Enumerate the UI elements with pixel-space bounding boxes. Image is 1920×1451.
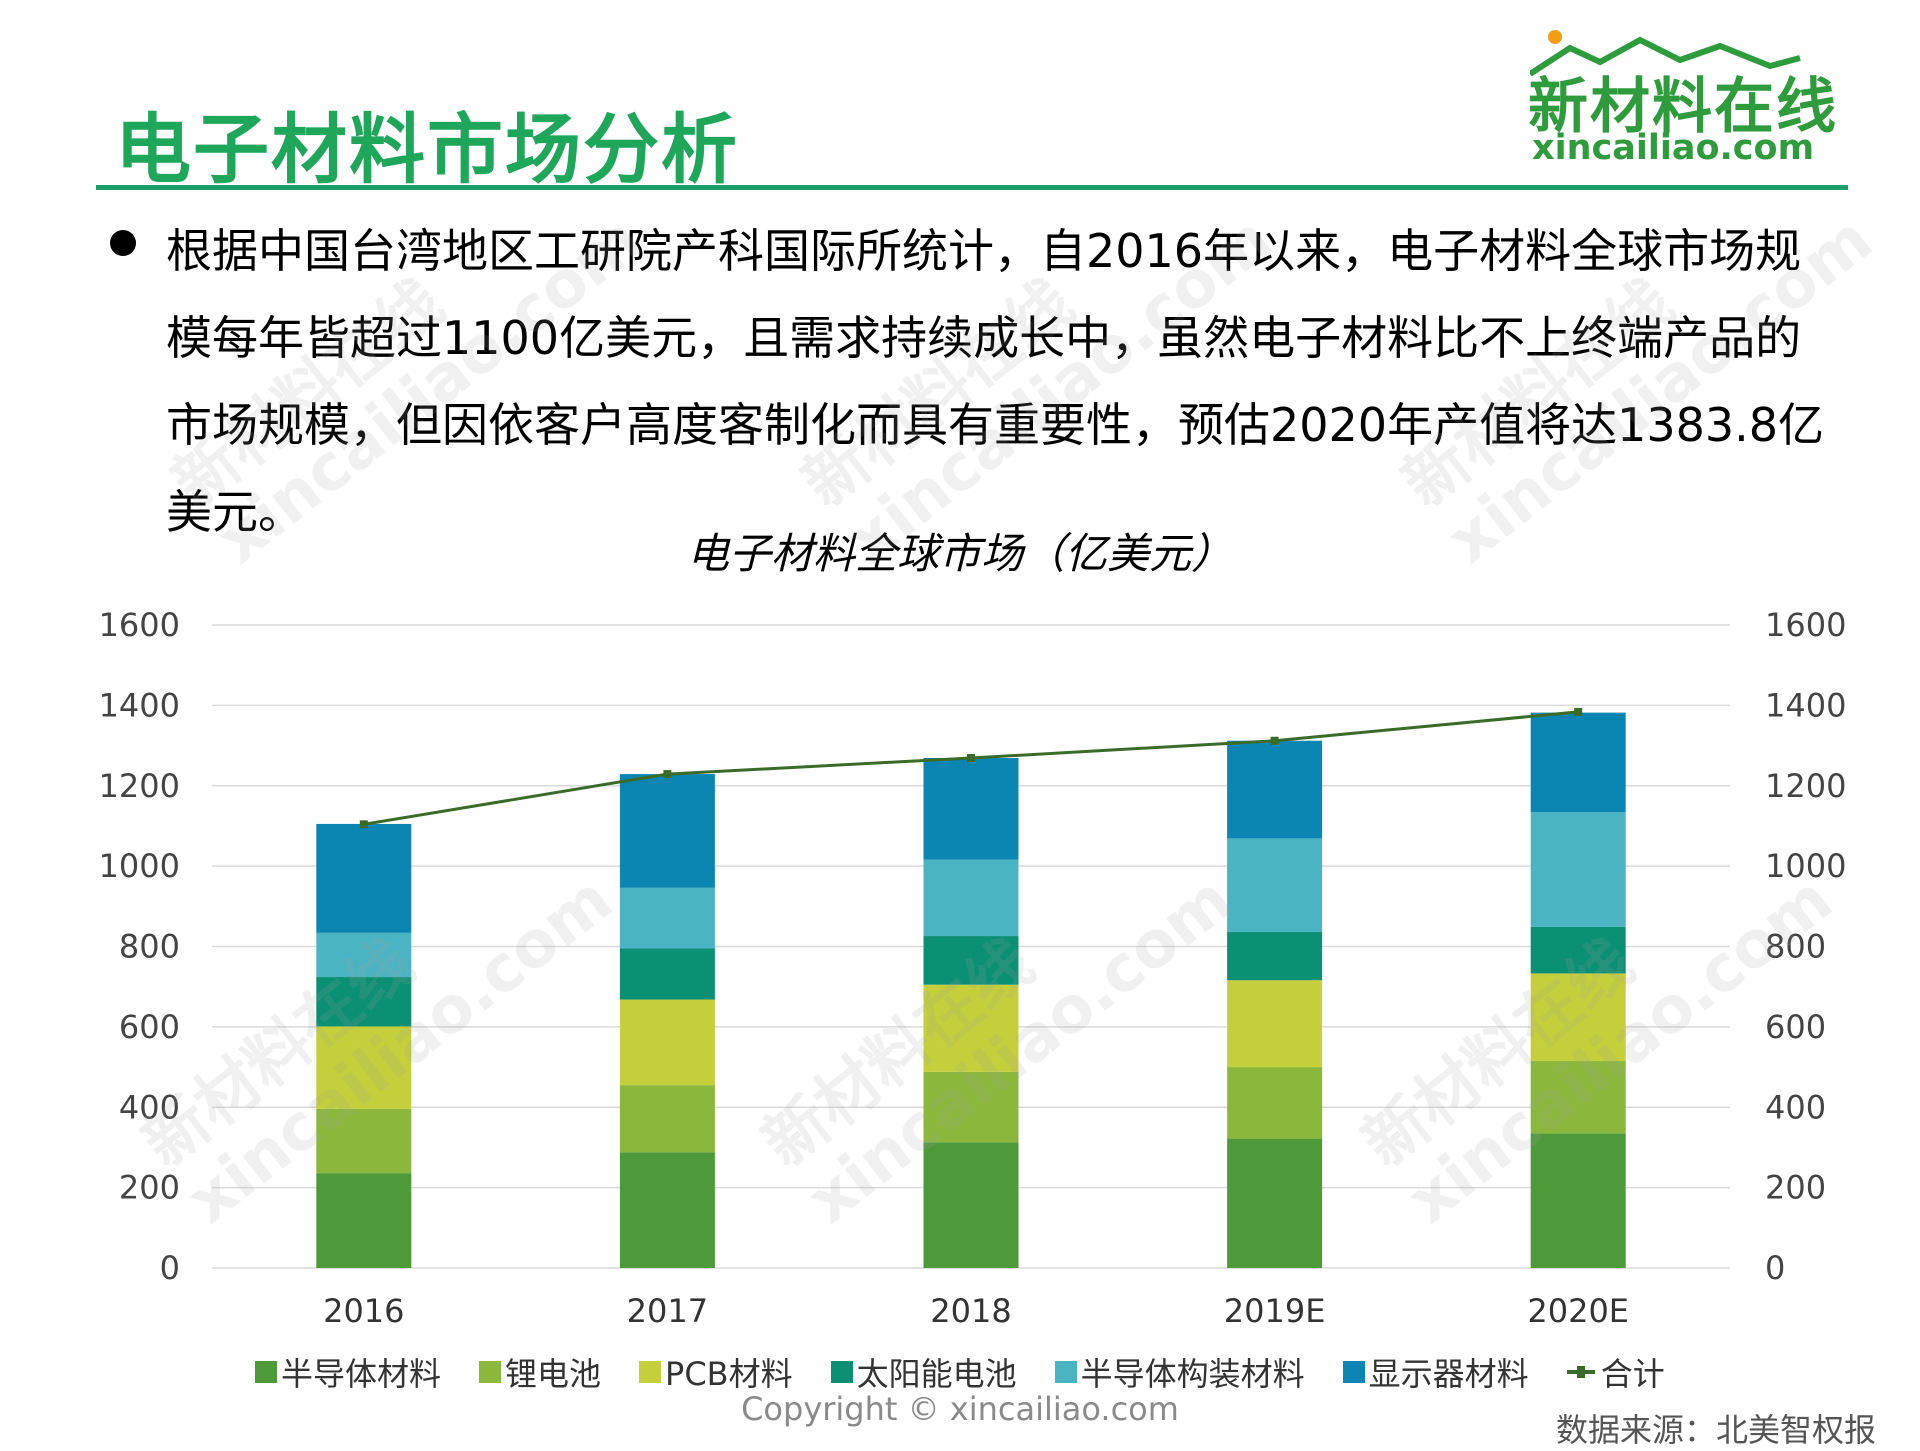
y-tick-label: 400	[119, 1088, 180, 1126]
legend-item-total: 合计	[1566, 1349, 1665, 1395]
y2-tick-label: 800	[1765, 928, 1826, 966]
bar-segment	[619, 1085, 715, 1153]
chart-title: 电子材料全球市场（亿美元）	[686, 529, 1233, 578]
legend-item: 半导体材料	[255, 1349, 441, 1395]
legend-item: 锂电池	[479, 1349, 601, 1395]
y2-tick-label: 1200	[1765, 767, 1846, 805]
y-tick-label: 1400	[99, 686, 180, 724]
total-point	[1574, 707, 1583, 716]
data-source: 数据来源：北美智权报	[1555, 1411, 1876, 1449]
y2-tick-label: 1600	[1765, 606, 1846, 644]
summary-paragraph: 根据中国台湾地区工研院产科国际所统计，自2016年以来，电子材料全球市场规模每年…	[166, 224, 1825, 539]
y-tick-label: 1200	[99, 767, 180, 805]
y-tick-label: 800	[119, 928, 180, 966]
bar-segment	[1227, 1067, 1323, 1139]
bullet-icon	[110, 230, 136, 256]
legend-item: 太阳能电池	[830, 1349, 1017, 1395]
y2-tick-label: 400	[1765, 1088, 1826, 1126]
y2-tick-label: 1400	[1765, 686, 1846, 724]
bar-segment	[923, 984, 1019, 1072]
y2-tick-label: 1000	[1765, 847, 1846, 885]
roof-icon	[1530, 36, 1801, 76]
bar-segment	[1227, 932, 1323, 981]
bar-segment	[316, 1173, 412, 1268]
logo-chinese-text: 新材料在线	[1528, 72, 1838, 142]
bar-segment	[619, 948, 715, 1000]
legend-item: PCB材料	[639, 1349, 793, 1395]
bar-segment	[619, 1152, 715, 1268]
legend-swatch	[479, 1361, 502, 1383]
logo-url-text: xincailiao.com	[1532, 128, 1815, 168]
logo-dot-icon	[1548, 30, 1562, 44]
legend-label: 锂电池	[505, 1355, 602, 1393]
y-tick-label: 200	[119, 1169, 180, 1207]
bar-segment	[1530, 1133, 1626, 1268]
total-point	[1270, 736, 1279, 745]
y2-tick-label: 200	[1765, 1169, 1826, 1207]
legend-swatch	[1342, 1361, 1365, 1383]
chart-legend: 半导体材料 锂电池 PCB材料 太阳能电池 半导体构装材料 显示器材料 合计	[255, 1349, 1703, 1395]
bar-segment	[1530, 812, 1626, 927]
bar-segment	[923, 1071, 1019, 1143]
y2-tick-label: 600	[1765, 1008, 1826, 1046]
bar-segment	[1530, 712, 1626, 813]
bar-segment	[923, 1142, 1019, 1268]
x-tick-label: 2019E	[1224, 1292, 1326, 1330]
legend-swatch	[1054, 1361, 1077, 1383]
bar-segment	[1227, 740, 1323, 839]
x-tick-label: 2018	[930, 1292, 1011, 1330]
brand-logo: 新材料在线 xincailiao.com	[1520, 28, 1860, 168]
legend-label: 半导体材料	[281, 1355, 442, 1393]
page-title: 电子材料市场分析	[115, 105, 739, 194]
bar-segment	[316, 1026, 412, 1109]
total-point	[967, 754, 975, 763]
bar-segment	[1530, 973, 1626, 1062]
legend-swatch	[639, 1361, 662, 1383]
legend-label: 显示器材料	[1368, 1355, 1529, 1393]
bar-segment	[923, 859, 1019, 937]
bar-segment	[316, 823, 412, 933]
legend-swatch	[830, 1361, 853, 1383]
bar-segment	[1227, 838, 1323, 933]
bar-segment	[1530, 1061, 1626, 1134]
legend-label: 半导体构装材料	[1080, 1355, 1305, 1393]
y-tick-label: 1000	[99, 847, 180, 885]
x-tick-label: 2017	[627, 1292, 708, 1330]
bar-segment	[316, 977, 412, 1027]
legend-item: 显示器材料	[1342, 1349, 1529, 1395]
y-tick-label: 1600	[99, 606, 180, 644]
y-tick-label: 0	[160, 1249, 180, 1287]
bar-segment	[316, 1108, 412, 1174]
legend-label: 合计	[1600, 1355, 1665, 1393]
y2-tick-label: 0	[1765, 1249, 1785, 1287]
legend-item: 半导体构装材料	[1054, 1349, 1305, 1395]
x-tick-label: 2020E	[1527, 1292, 1629, 1330]
bar-segment	[923, 758, 1019, 860]
bar-segment	[619, 887, 715, 949]
legend-label: PCB材料	[665, 1355, 793, 1393]
legend-swatch	[255, 1361, 277, 1383]
bar-segment	[1530, 926, 1626, 974]
bar-segment	[923, 936, 1019, 985]
total-point	[663, 770, 672, 779]
legend-line-swatch	[1566, 1366, 1595, 1378]
bar-segment	[316, 932, 412, 978]
bar-segment	[619, 999, 715, 1086]
bar-segment	[1227, 1138, 1323, 1268]
x-tick-label: 2016	[323, 1292, 404, 1330]
bar-segment	[619, 774, 715, 888]
copyright-text: Copyright © xincailiao.com	[741, 1390, 1179, 1428]
legend-label: 太阳能电池	[856, 1355, 1017, 1393]
title-divider	[96, 185, 1848, 190]
total-point	[359, 820, 368, 829]
bar-segment	[1227, 980, 1323, 1068]
y-tick-label: 600	[119, 1008, 180, 1046]
